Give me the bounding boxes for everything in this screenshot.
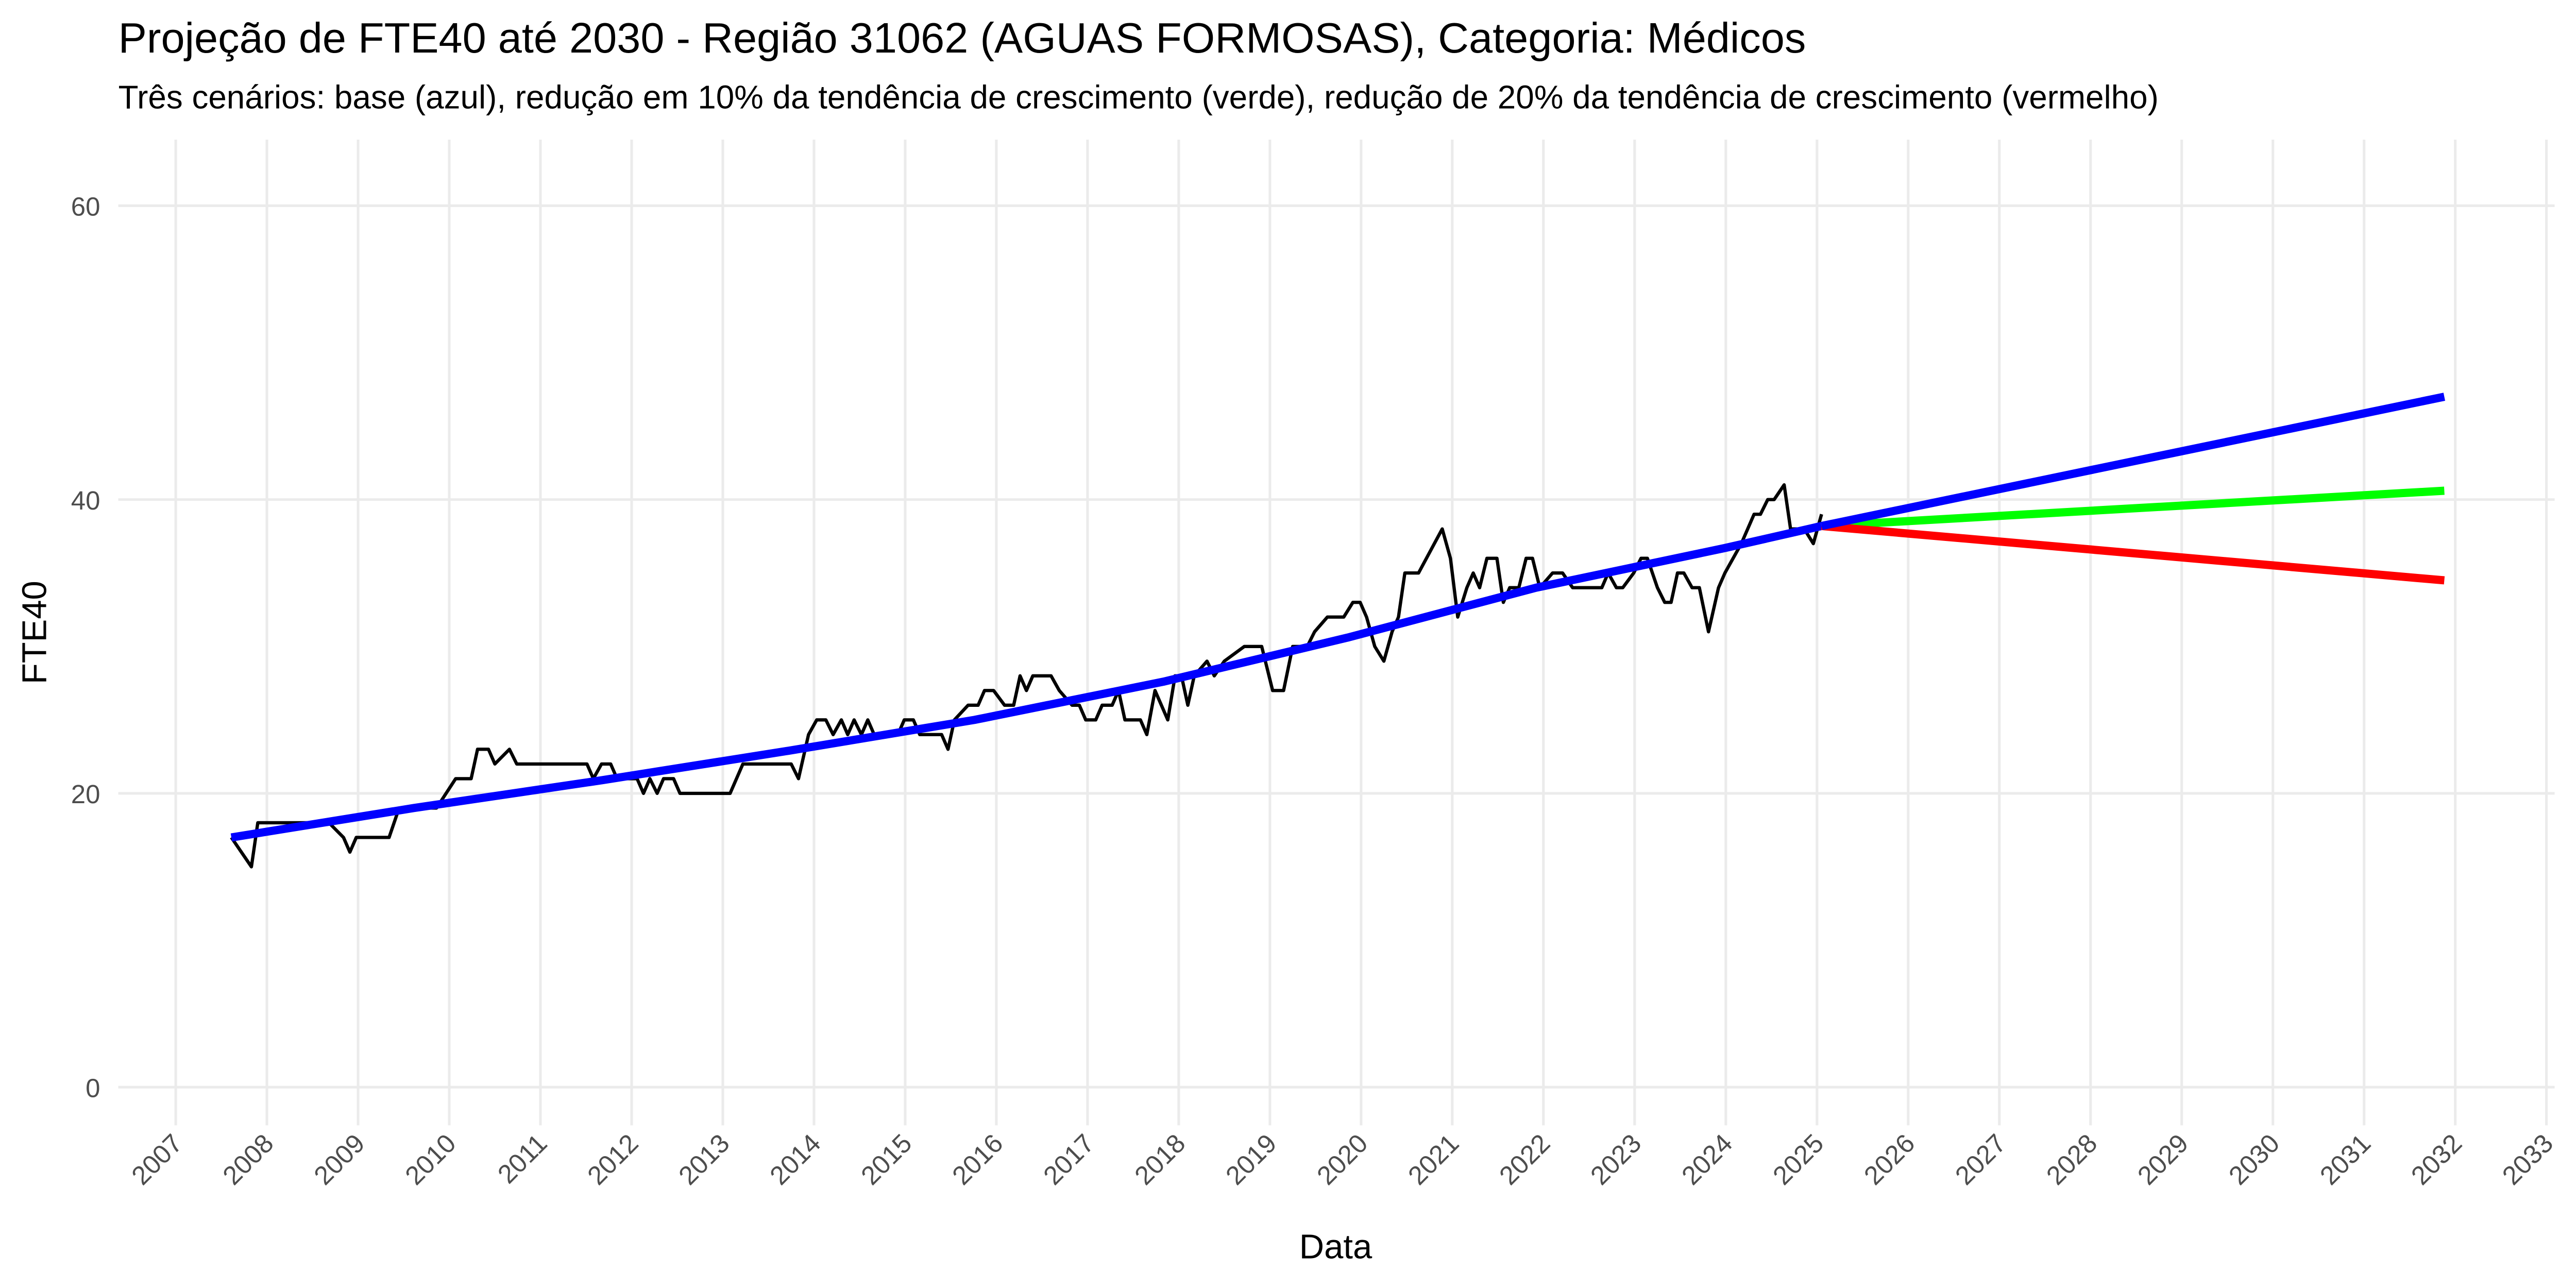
x-tick-label: 2027 (1950, 1128, 2012, 1191)
x-tick-label: 2017 (1038, 1128, 1100, 1191)
x-tick-label: 2015 (855, 1128, 918, 1191)
x-tick-label: 2010 (399, 1128, 462, 1191)
x-tick-label: 2031 (2314, 1128, 2377, 1191)
x-tick-label: 2026 (1858, 1128, 1921, 1191)
x-tick-label: 2023 (1585, 1128, 1647, 1191)
chart-title: Projeção de FTE40 até 2030 - Região 3106… (118, 14, 1806, 62)
y-tick-label: 20 (71, 779, 100, 809)
x-tick-label: 2033 (2497, 1128, 2559, 1191)
y-tick-label: 60 (71, 192, 100, 221)
x-tick-label: 2024 (1676, 1128, 1738, 1191)
x-tick-label: 2032 (2405, 1128, 2468, 1191)
x-tick-label: 2022 (1494, 1128, 1556, 1191)
series-line (1821, 522, 2445, 585)
x-tick-label: 2019 (1220, 1128, 1282, 1191)
x-tick-label: 2028 (2041, 1128, 2103, 1191)
x-tick-label: 2009 (308, 1128, 370, 1191)
x-tick-label: 2014 (764, 1128, 826, 1191)
series-line (1821, 486, 2445, 530)
x-tick-label: 2013 (673, 1128, 735, 1191)
x-tick-label: 2012 (582, 1128, 644, 1191)
x-tick-label: 2007 (126, 1128, 188, 1191)
x-axis-label: Data (1299, 1228, 1372, 1266)
y-tick-label: 40 (71, 486, 100, 515)
x-tick-label: 2021 (1402, 1128, 1465, 1191)
series-line (1820, 393, 2446, 530)
x-tick-label: 2030 (2223, 1128, 2285, 1191)
series-line (230, 522, 1823, 842)
x-tick-label: 2025 (1767, 1128, 1829, 1191)
x-tick-label: 2008 (217, 1128, 279, 1191)
x-tick-label: 2018 (1129, 1128, 1191, 1191)
x-tick-label: 2011 (492, 1128, 553, 1189)
series-line (230, 483, 1823, 869)
y-tick-label: 0 (86, 1073, 100, 1103)
x-tick-label: 2029 (2132, 1128, 2194, 1191)
x-tick-label: 2020 (1311, 1128, 1374, 1191)
y-axis-label: FTE40 (15, 581, 54, 684)
chart-subtitle: Três cenários: base (azul), redução em 1… (118, 78, 2159, 115)
x-tick-label: 2016 (946, 1128, 1009, 1191)
